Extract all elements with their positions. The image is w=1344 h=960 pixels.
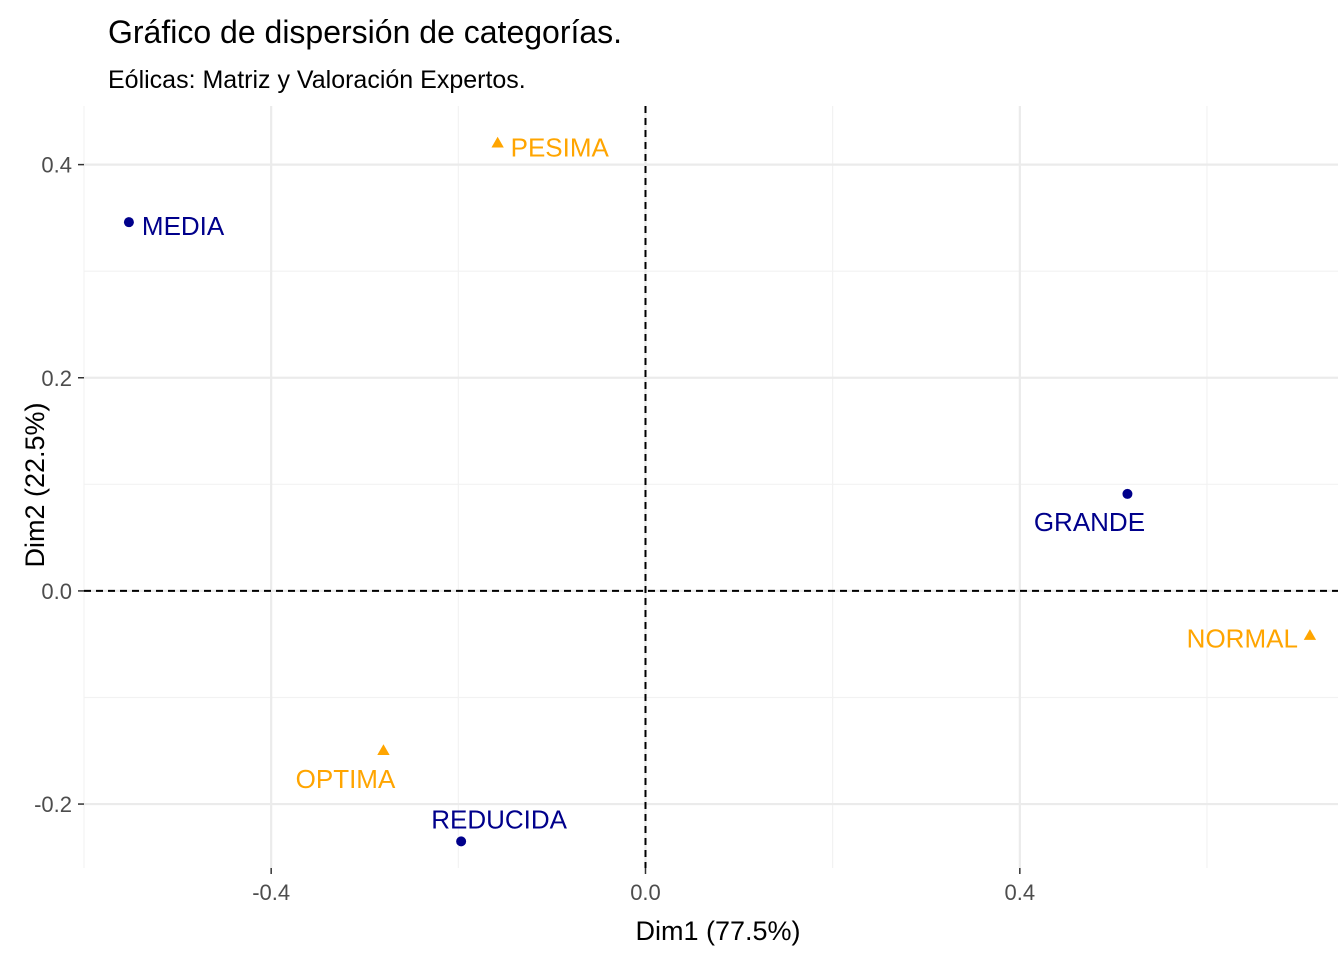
point-optima [377, 744, 390, 755]
x-tick-label: 0.4 [1005, 880, 1036, 905]
data-points [123, 136, 1317, 847]
x-axis-title: Dim1 (77.5%) [635, 916, 800, 946]
grid-layer [83, 106, 1338, 868]
tick-labels: -0.4 0.0 0.4 -0.2 0.0 0.2 0.4 [34, 153, 1035, 905]
point-media [123, 217, 134, 228]
y-axis-title: Dim2 (22.5%) [20, 402, 50, 567]
y-tick-label: 0.4 [41, 153, 72, 178]
y-tick-label: 0.2 [41, 366, 72, 391]
point-grande [1122, 488, 1133, 499]
label-grande: GRANDE [1034, 507, 1145, 537]
point-normal [1303, 629, 1317, 640]
label-optima: OPTIMA [296, 764, 396, 794]
point-labels: MEDIA REDUCIDA GRANDE PESIMA OPTIMA NORMAL [142, 132, 1298, 834]
label-reducida: REDUCIDA [431, 804, 567, 834]
chart-title: Gráfico de dispersión de categorías. [108, 14, 622, 50]
point-pesima [491, 136, 504, 148]
label-media: MEDIA [142, 211, 225, 241]
reference-lines [84, 106, 1338, 868]
label-normal: NORMAL [1187, 624, 1298, 654]
x-tick-label: 0.0 [630, 880, 661, 905]
point-reducida [456, 836, 467, 847]
y-tick-label: 0.0 [41, 579, 72, 604]
y-tick-label: -0.2 [34, 792, 72, 817]
x-tick-label: -0.4 [252, 880, 290, 905]
chart-subtitle: Eólicas: Matriz y Valoración Expertos. [108, 66, 526, 94]
label-pesima: PESIMA [511, 132, 610, 162]
